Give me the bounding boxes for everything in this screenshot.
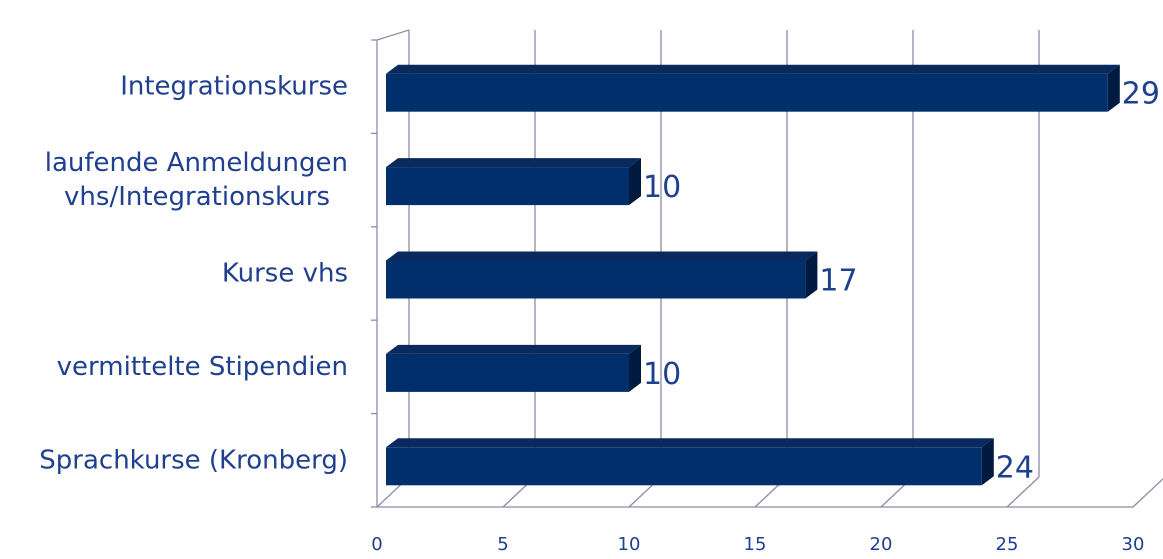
bar-2 (386, 251, 818, 299)
bar-side-face (805, 251, 818, 299)
y-axis-top-edge (376, 29, 410, 41)
floor-line-25 (1006, 476, 1040, 508)
category-label-line: vermittelte Stipendien (57, 352, 348, 382)
floor-line-30 (1132, 477, 1163, 508)
bar-3 (386, 344, 641, 392)
category-label-0: Integrationskurse (120, 72, 348, 102)
value-label-0: 29 (1122, 77, 1160, 112)
value-label-3: 10 (643, 357, 681, 392)
category-label-3: vermittelte Stipendien (57, 352, 348, 382)
bar-front-face (386, 447, 982, 486)
bar-0 (386, 64, 1120, 112)
bar-top-face (386, 158, 641, 168)
bar-side-face (1107, 64, 1120, 112)
bar-layer (386, 64, 1120, 486)
x-tick-label-30: 30 (1122, 534, 1145, 555)
bar-front-face (386, 73, 1108, 112)
bar-top-face (386, 438, 994, 448)
category-label-line: Sprachkurse (Kronberg) (39, 445, 348, 475)
bar-front-face (386, 353, 629, 392)
label-layer: 0 5 10 15 20 25 30 29 Integrationskurse 10 laufend… (39, 72, 1160, 555)
bar-side-face (629, 158, 641, 206)
category-label-1: laufende Anmeldungen vhs/Integrationskurs (45, 148, 348, 212)
value-label-4: 24 (996, 450, 1034, 485)
bar-front-face (386, 260, 806, 299)
bar-front-face (386, 167, 629, 206)
category-label-line: vhs/Integrationskurs (64, 182, 330, 212)
bar-top-face (386, 251, 818, 261)
bar-top-face (386, 344, 641, 354)
bar-side-face (629, 344, 641, 392)
x-tick-label-10: 10 (618, 534, 641, 555)
category-label-4: Sprachkurse (Kronberg) (39, 445, 348, 475)
category-label-line: Kurse vhs (222, 259, 348, 289)
bar-4 (386, 438, 994, 486)
x-tick-label-5: 5 (497, 534, 508, 555)
x-tick-label-15: 15 (744, 534, 767, 555)
x-tick-label-20: 20 (870, 534, 893, 555)
x-tick-label-0: 0 (371, 534, 382, 555)
category-label-2: Kurse vhs (222, 259, 348, 289)
bar-top-face (386, 64, 1120, 74)
x-tick-label-25: 25 (996, 534, 1019, 555)
value-label-2: 17 (819, 264, 857, 299)
bar-side-face (981, 438, 994, 486)
bar-1 (386, 158, 641, 206)
value-label-1: 10 (643, 170, 681, 205)
category-label-line: Integrationskurse (120, 72, 348, 102)
category-label-line: laufende Anmeldungen (45, 148, 348, 178)
